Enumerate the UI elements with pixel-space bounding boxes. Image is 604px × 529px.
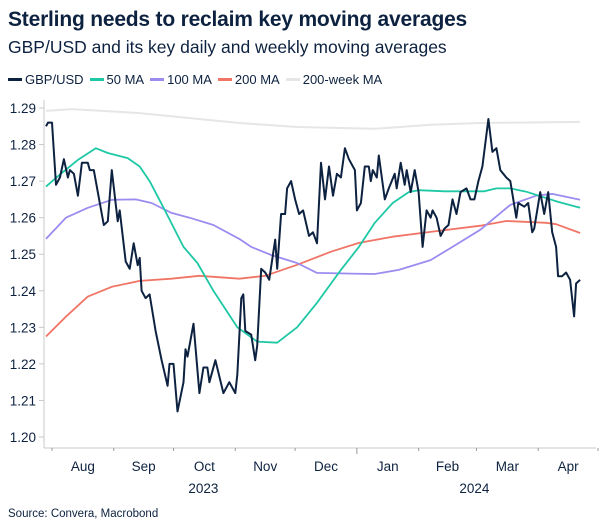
y-tick-label: 1.28 <box>10 138 36 153</box>
legend-swatch <box>150 78 165 81</box>
x-tick-label: Mar <box>496 459 520 474</box>
y-tick-label: 1.25 <box>10 247 36 262</box>
series-line-200-week-ma <box>45 108 581 130</box>
x-year-label: 2024 <box>459 481 490 496</box>
series-line-200-ma <box>45 220 581 338</box>
series-line-gbp-usd <box>45 118 581 413</box>
x-tick-label: Sep <box>132 459 156 474</box>
legend: GBP/USD 50 MA 100 MA 200 MA 200-week MA <box>8 72 388 87</box>
series-line-100-ma <box>45 193 581 275</box>
legend-swatch <box>285 78 300 81</box>
y-tick-label: 1.21 <box>10 393 36 408</box>
x-tick-label: Apr <box>558 459 580 474</box>
legend-label: GBP/USD <box>25 72 84 87</box>
x-tick-label: Aug <box>71 459 95 474</box>
y-tick-label: 1.20 <box>10 430 36 445</box>
legend-swatch <box>89 78 104 81</box>
x-tick-label: Dec <box>314 459 338 474</box>
legend-item: 50 MA <box>89 72 145 87</box>
legend-label: 100 MA <box>167 72 212 87</box>
legend-swatch <box>8 78 22 81</box>
chart-title: Sterling needs to reclaim key moving ave… <box>8 8 468 31</box>
y-tick-label: 1.24 <box>10 284 37 299</box>
x-tick-label: Nov <box>253 459 277 474</box>
y-tick-label: 1.23 <box>10 320 36 335</box>
y-tick-label: 1.22 <box>10 357 36 372</box>
x-tick-label: Oct <box>194 459 215 474</box>
y-tick-label: 1.26 <box>10 211 36 226</box>
y-tick-label: 1.29 <box>10 101 36 116</box>
legend-item: 100 MA <box>150 72 212 87</box>
y-tick-label: 1.27 <box>10 174 36 189</box>
legend-item: 200-week MA <box>285 72 383 87</box>
x-tick-label: Feb <box>436 459 459 474</box>
legend-swatch <box>217 78 232 81</box>
series-line-50-ma <box>45 147 581 344</box>
x-tick-label: Jan <box>377 459 399 474</box>
x-year-label: 2023 <box>188 481 218 496</box>
legend-label: 50 MA <box>106 72 145 87</box>
legend-item: GBP/USD <box>8 72 84 87</box>
legend-label: 200-week MA <box>302 72 383 87</box>
legend-label: 200 MA <box>234 72 280 87</box>
source-note: Source: Convera, Macrobond <box>8 508 159 520</box>
legend-item: 200 MA <box>217 72 280 87</box>
chart-subtitle: GBP/USD and its key daily and weekly mov… <box>8 37 447 57</box>
